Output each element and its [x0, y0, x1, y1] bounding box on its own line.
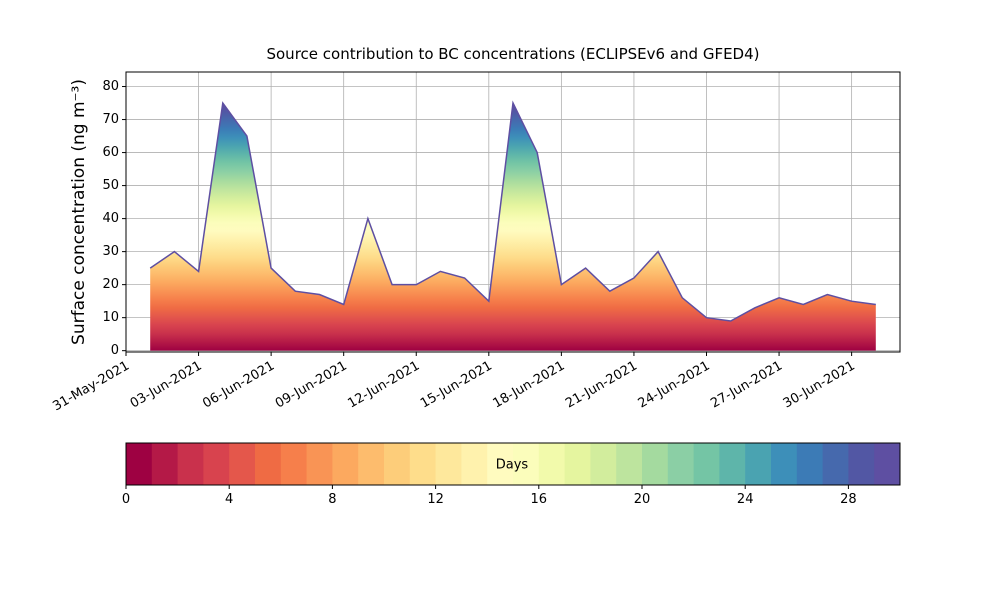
colorbar-cell [126, 443, 153, 485]
colorbar-cell [590, 443, 617, 485]
x-tick-label: 31-May-2021 [50, 358, 132, 414]
colorbar-cell [564, 443, 591, 485]
colorbar-cell [280, 443, 308, 485]
x-tick-label: 03-Jun-2021 [128, 358, 205, 411]
colorbar-tick-label: 16 [531, 492, 548, 507]
colorbar-cell [358, 443, 385, 485]
x-tick-label: 30-Jun-2021 [781, 358, 858, 411]
colorbar-cell [435, 443, 462, 485]
colorbar-cell [409, 443, 437, 485]
colorbar-cell [229, 443, 256, 485]
colorbar-cell [616, 443, 643, 485]
x-tick-label: 24-Jun-2021 [636, 358, 713, 411]
y-tick-label: 10 [102, 310, 119, 325]
colorbar-cell [513, 443, 540, 485]
colorbar-tick-label: 0 [122, 492, 130, 507]
colorbar-cell [306, 443, 333, 485]
colorbar-tick-label: 20 [634, 492, 651, 507]
y-tick-label: 40 [102, 211, 119, 226]
colorbar-cell [874, 443, 901, 485]
colorbar-tick-label: 28 [840, 492, 857, 507]
y-tick-label: 30 [102, 244, 119, 259]
colorbar-cell [848, 443, 875, 485]
x-tick-label: 12-Jun-2021 [345, 358, 422, 411]
chart-title: Source contribution to BC concentrations… [266, 45, 759, 63]
x-tick-label: 09-Jun-2021 [273, 358, 350, 411]
colorbar-label: Days [496, 458, 529, 473]
colorbar-cell [719, 443, 746, 485]
colorbar-cell [693, 443, 720, 485]
y-tick-label: 20 [102, 277, 119, 292]
colorbar-tick-label: 4 [225, 492, 233, 507]
colorbar-tick-label: 12 [427, 492, 444, 507]
y-tick-label: 0 [111, 343, 119, 358]
x-tick-label: 15-Jun-2021 [418, 358, 495, 411]
x-tick-label: 06-Jun-2021 [200, 358, 277, 411]
area-outline [149, 100, 876, 322]
y-tick-label: 50 [102, 178, 119, 193]
colorbar-cell [745, 443, 772, 485]
area [150, 103, 876, 351]
colorbar-tick-label: 8 [328, 492, 336, 507]
colorbar-cell [822, 443, 849, 485]
colorbar-cell [538, 443, 566, 485]
y-tick-label: 70 [102, 112, 119, 127]
colorbar-cell [461, 443, 488, 485]
colorbar-cell [151, 443, 179, 485]
colorbar-cell [667, 443, 695, 485]
colorbar-cell [384, 443, 411, 485]
colorbar-cell [255, 443, 282, 485]
colorbar-tick-label: 24 [737, 492, 754, 507]
x-tick-label: 27-Jun-2021 [708, 358, 785, 411]
colorbar-cell [332, 443, 359, 485]
x-tick-label: 18-Jun-2021 [491, 358, 568, 411]
colorbar-cell [487, 443, 514, 485]
y-tick-label: 60 [102, 145, 119, 160]
y-tick-label: 80 [102, 79, 119, 94]
y-axis-label: Surface concentration (ng m⁻³) [69, 79, 89, 345]
colorbar-frame [125, 442, 901, 486]
colorbar-cell [771, 443, 798, 485]
plot-frame [125, 71, 901, 353]
colorbar-cell [642, 443, 669, 485]
x-tick-label: 21-Jun-2021 [563, 358, 640, 411]
colorbar-cell [796, 443, 824, 485]
colorbar-cell [203, 443, 230, 485]
colorbar-cell [177, 443, 204, 485]
